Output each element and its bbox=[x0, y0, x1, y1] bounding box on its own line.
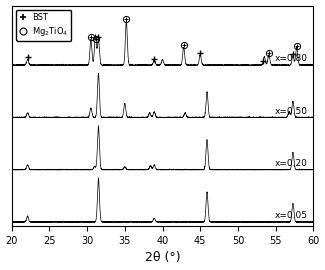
Text: x=0.20: x=0.20 bbox=[275, 159, 308, 168]
Legend: BST, Mg$_2$TiO$_4$: BST, Mg$_2$TiO$_4$ bbox=[16, 10, 71, 41]
Text: x=0.80: x=0.80 bbox=[275, 54, 308, 63]
Text: x=0.05: x=0.05 bbox=[275, 211, 308, 220]
X-axis label: 2θ (°): 2θ (°) bbox=[145, 251, 180, 264]
Text: x=0.50: x=0.50 bbox=[275, 107, 308, 116]
